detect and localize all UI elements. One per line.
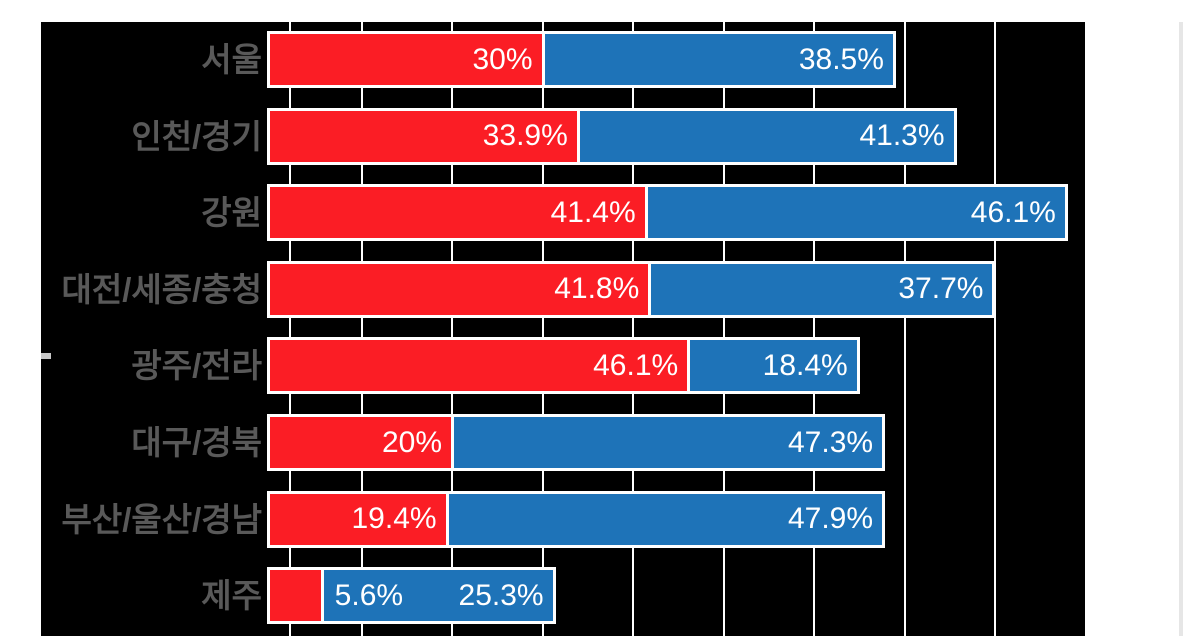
value-label: 38.5%	[798, 42, 884, 76]
bar-row: 19.4% 47.9%	[267, 490, 886, 548]
value-label: 41.8%	[554, 272, 640, 306]
bar-row: 5.6% 25.3%	[267, 567, 556, 625]
bar-row: 30% 38.5%	[267, 31, 896, 88]
value-label: 20%	[381, 425, 442, 459]
value-label: 33.9%	[482, 119, 568, 153]
value-label: 41.4%	[550, 195, 636, 229]
gridline-40pct	[632, 22, 634, 636]
gridline-50pct	[722, 22, 725, 636]
value-label: 46.1%	[970, 195, 1056, 229]
category-label: 대전/세종/충청	[61, 270, 263, 308]
bar-segment-red: 41.8%	[267, 260, 652, 318]
gridline-70pct	[903, 22, 906, 636]
plot-area: 서울 30% 38.5% 인천/경기 33.9% 41.3% 강원 41.4% 46.1% 대전/…	[41, 22, 1087, 636]
value-label: 46.1%	[593, 348, 679, 382]
value-label: 19.4%	[351, 502, 437, 536]
category-label: 강원	[201, 194, 262, 232]
bar-segment-blue: 41.3%	[579, 107, 957, 165]
bar-row: 41.4% 46.1%	[267, 184, 1068, 242]
category-label: 인천/경기	[131, 117, 262, 155]
value-label: 18.4%	[762, 348, 848, 382]
gridline-90pct	[1084, 22, 1087, 636]
gridline-20pct	[451, 22, 453, 636]
bar-segment-red: 41.4%	[267, 184, 648, 242]
bar-row: 46.1% 18.4%	[267, 337, 860, 395]
bar-segment-blue: 38.5%	[544, 31, 896, 88]
value-label: 47.3%	[787, 425, 874, 459]
bar-segment-red: 33.9%	[267, 107, 580, 165]
value-label: 25.3%	[458, 578, 544, 612]
category-label: 대구/경북	[131, 424, 262, 461]
value-label: 41.3%	[859, 119, 945, 153]
bar-row: 41.8% 37.7%	[267, 260, 996, 318]
category-label: 부산/울산/경남	[61, 500, 263, 538]
bar-segment-blue: 47.9%	[448, 490, 886, 548]
bar-segment-blue: 18.4%	[690, 337, 860, 395]
bar-segment-red: 19.4%	[267, 490, 449, 548]
bar-segment-blue: 37.7%	[651, 260, 996, 318]
gridline-10pct	[360, 22, 363, 636]
value-label: 47.9%	[787, 502, 874, 536]
gridline-minor	[289, 22, 291, 636]
gridline-80pct	[994, 22, 996, 636]
bar-segment-red: 5.6%	[267, 567, 403, 625]
left-edge-artifact	[41, 353, 51, 359]
bar-segment-red: 30%	[267, 31, 545, 88]
bar-segment-red: 46.1%	[267, 337, 691, 395]
bar-segment-blue: 47.3%	[454, 414, 886, 471]
bar-segment-red: 20%	[267, 414, 454, 471]
category-label: 서울	[201, 41, 262, 78]
gridline-30pct	[541, 22, 544, 636]
gridline-60pct	[813, 22, 815, 636]
value-label: 37.7%	[898, 272, 984, 306]
bar-row: 33.9% 41.3%	[267, 107, 957, 165]
value-label: 5.6%	[334, 578, 404, 612]
bar-row: 20% 47.3%	[267, 414, 886, 471]
category-label: 제주	[201, 577, 262, 615]
page-edge-line	[1179, 22, 1183, 636]
category-label: 광주/전라	[131, 347, 262, 385]
bar-segment-blue: 46.1%	[647, 184, 1068, 242]
bar-segment-blue: 25.3%	[323, 567, 556, 625]
value-label: 30%	[472, 42, 533, 76]
